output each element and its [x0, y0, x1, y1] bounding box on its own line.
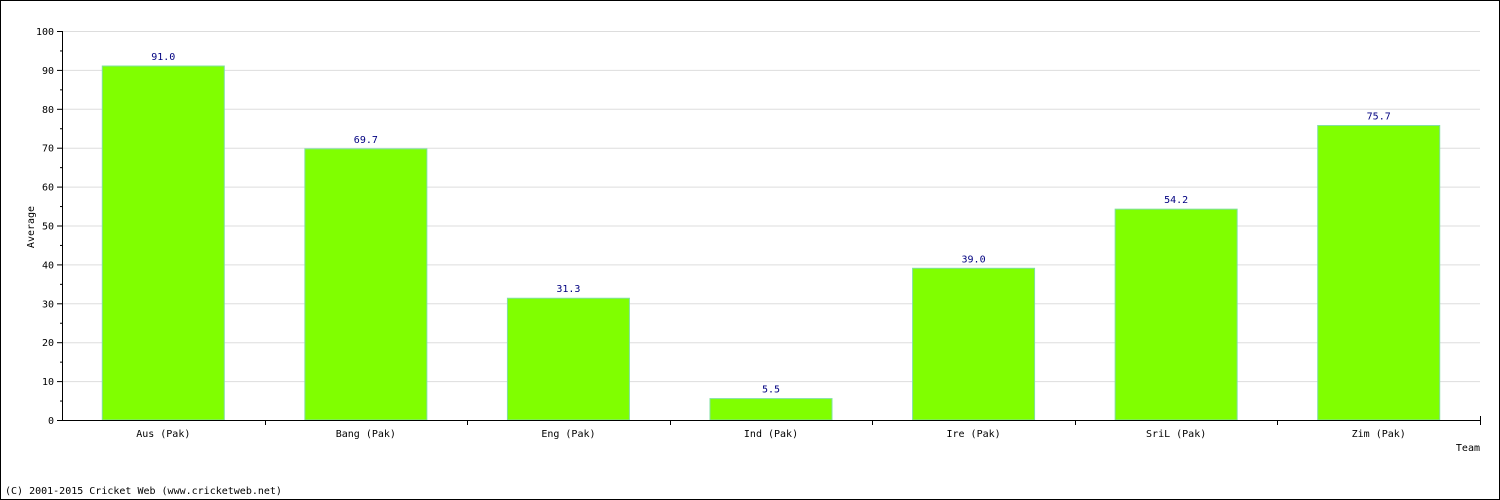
y-tick-label: 30 — [42, 299, 54, 310]
y-tick-label: 70 — [42, 144, 54, 155]
y-tick-label: 0 — [48, 416, 54, 427]
x-axis-title: Team — [1456, 443, 1480, 454]
y-tick-label: 20 — [42, 338, 54, 349]
x-category-label: Ire (Pak) — [946, 429, 1000, 440]
bar — [304, 148, 428, 421]
y-tick-label: 40 — [42, 260, 54, 271]
copyright-footer: (C) 2001-2015 Cricket Web (www.cricketwe… — [5, 486, 282, 497]
y-tick-label: 60 — [42, 183, 54, 194]
data-label: 39.0 — [962, 254, 986, 265]
y-tick-labels: 0 10 20 30 40 50 60 70 80 90 100 — [36, 27, 54, 427]
x-category-label: Eng (Pak) — [541, 429, 595, 440]
bars — [101, 65, 1441, 421]
grid-lines — [62, 31, 1480, 383]
bar — [912, 267, 1036, 421]
bar — [1114, 208, 1238, 421]
y-tick-label: 10 — [42, 377, 54, 388]
y-tick-label: 80 — [42, 105, 54, 116]
data-label: 69.7 — [354, 135, 378, 146]
bar — [506, 297, 630, 421]
y-tick-label: 90 — [42, 66, 54, 77]
y-tick-label: 100 — [36, 27, 54, 38]
bar — [101, 65, 225, 421]
x-category-labels: Aus (Pak) Bang (Pak) Eng (Pak) Ind (Pak) Ire… — [136, 429, 1406, 440]
y-tick-label: 50 — [42, 222, 54, 233]
data-labels: 91.0 69.7 31.3 5.5 39.0 54.2 75.7 — [151, 52, 1391, 396]
x-category-label: Bang (Pak) — [336, 429, 396, 440]
data-label: 54.2 — [1164, 195, 1188, 206]
bar — [709, 398, 833, 421]
x-category-label: Aus (Pak) — [136, 429, 190, 440]
bar — [1317, 125, 1441, 421]
axes — [57, 31, 1481, 425]
data-label: 5.5 — [762, 385, 780, 396]
data-label: 91.0 — [151, 52, 175, 63]
x-category-label: Ind (Pak) — [744, 429, 798, 440]
data-label: 31.3 — [556, 284, 580, 295]
y-axis-title: Average — [26, 206, 37, 248]
x-category-label: SriL (Pak) — [1146, 429, 1206, 440]
x-category-label: Zim (Pak) — [1352, 429, 1406, 440]
data-label: 75.7 — [1367, 112, 1391, 123]
